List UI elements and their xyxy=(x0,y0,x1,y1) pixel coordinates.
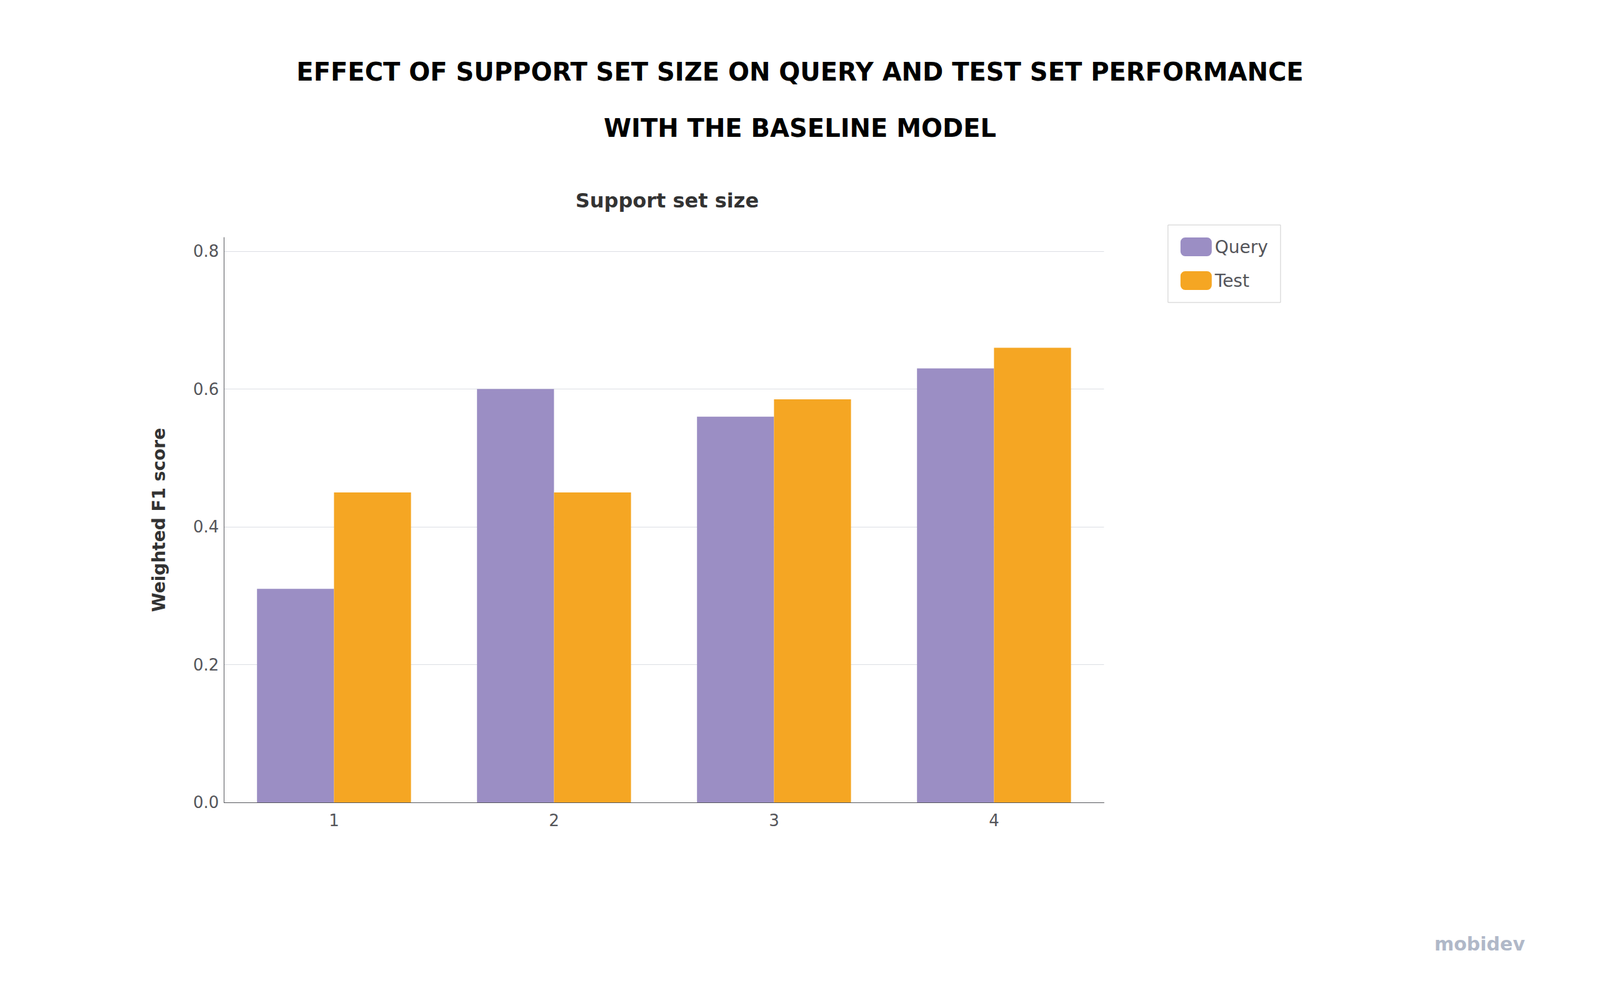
svg-text:Test: Test xyxy=(1214,270,1250,292)
svg-text:Support set size: Support set size xyxy=(575,188,759,213)
svg-text:1: 1 xyxy=(328,811,340,830)
svg-text:3: 3 xyxy=(768,811,780,830)
svg-text:0.8: 0.8 xyxy=(193,241,219,261)
svg-text:Weighted F1 score: Weighted F1 score xyxy=(148,428,170,612)
svg-text:EFFECT OF SUPPORT SET SIZE ON: EFFECT OF SUPPORT SET SIZE ON QUERY AND … xyxy=(296,57,1304,87)
svg-text:0.6: 0.6 xyxy=(193,380,219,399)
svg-text:2: 2 xyxy=(548,811,560,830)
svg-text:0.0: 0.0 xyxy=(193,793,219,812)
svg-text:0.2: 0.2 xyxy=(193,655,219,675)
svg-text:WITH THE BASELINE MODEL: WITH THE BASELINE MODEL xyxy=(603,113,997,143)
svg-text:Query: Query xyxy=(1215,236,1269,258)
svg-text:4: 4 xyxy=(988,811,1000,830)
svg-text:0.4: 0.4 xyxy=(193,517,219,537)
svg-text:mobidev: mobidev xyxy=(1434,933,1525,955)
